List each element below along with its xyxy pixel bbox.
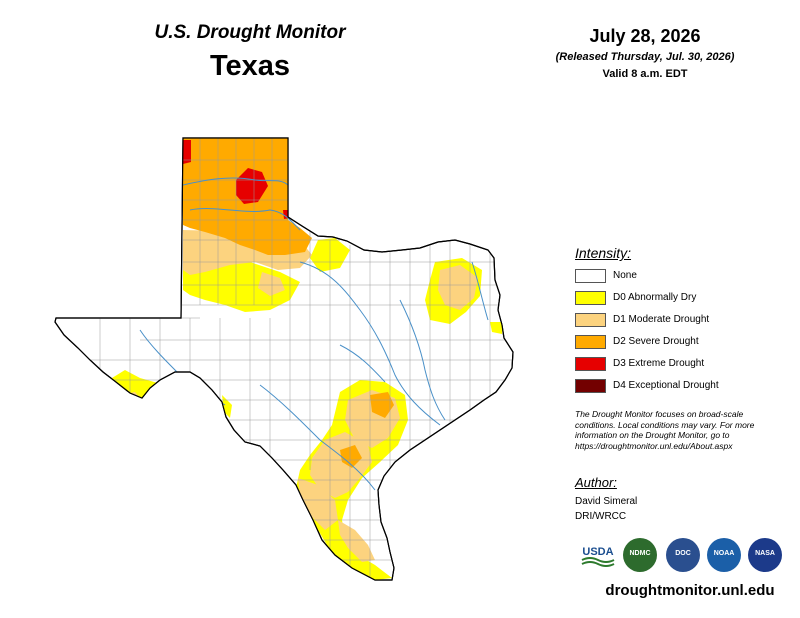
map-date: July 28, 2026 [589,26,701,46]
texas-border [54,137,514,581]
legend-label: D4 Exceptional Drought [613,380,719,391]
legend-swatch [575,291,606,305]
legend-item-d3: D3 Extreme Drought [575,357,775,375]
texas-drought-map [54,137,514,581]
website-link[interactable]: droughtmonitor.unl.edu [605,582,775,599]
ndmc-logo: NDMC [623,538,657,572]
legend-item-d0: D0 Abnormally Dry [575,291,775,309]
noaa-logo: NOAA [707,538,741,572]
legend-swatch [575,357,606,371]
legend-item-d2: D2 Severe Drought [575,335,775,353]
partner-logos: USDA NDMC DOC NOAA NASA [580,538,785,574]
usda-logo: USDA [580,542,616,568]
legend-item-d4: D4 Exceptional Drought [575,379,775,397]
disclaimer-note: The Drought Monitor focuses on broad-sca… [575,409,755,451]
legend-label: D1 Moderate Drought [613,314,710,325]
legend-item-d1: D1 Moderate Drought [575,313,775,331]
legend-swatch [575,313,606,327]
svg-text:USDA: USDA [582,546,613,558]
valid-time: Valid 8 a.m. EDT [602,68,688,80]
release-date: (Released Thursday, Jul. 30, 2026) [555,51,735,63]
legend-label: D3 Extreme Drought [613,358,705,369]
legend-item-none: None [575,269,775,287]
doc-logo: DOC [666,538,700,572]
nasa-logo: NASA [748,538,782,572]
author-name: David Simeral [575,496,638,507]
legend-label: D0 Abnormally Dry [613,292,697,303]
author-organization: DRI/WRCC [575,511,627,522]
legend-swatch [575,379,606,393]
map-title: U.S. Drought Monitor [154,22,346,43]
legend-swatch [575,335,606,349]
legend-label: None [613,270,637,281]
legend-title: Intensity: [575,245,632,261]
legend-label: D2 Severe Drought [613,336,699,347]
author-heading: Author: [575,475,617,490]
county-lines [56,138,513,580]
state-name: Texas [209,50,291,82]
legend-swatch [575,269,606,283]
